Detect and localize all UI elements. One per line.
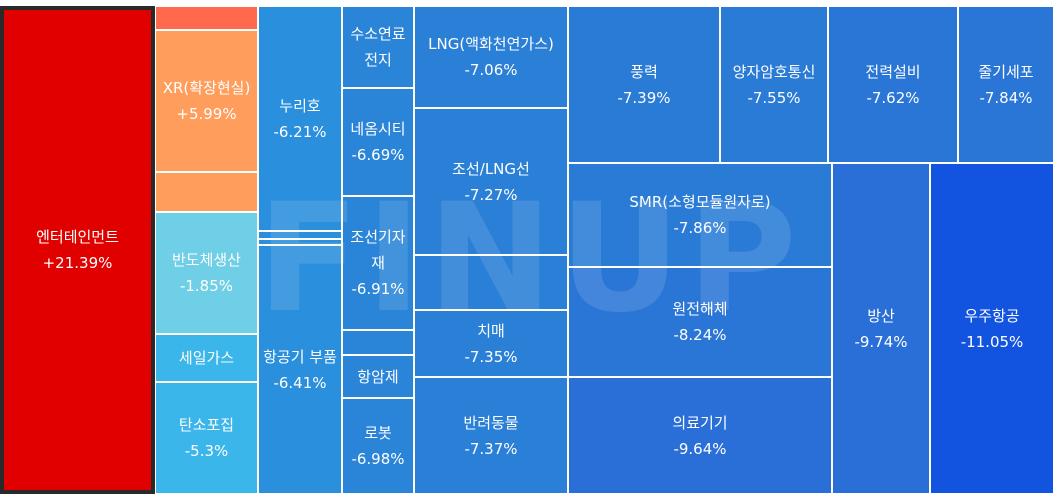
treemap-tile[interactable]: 조선/LNG선 -7.27% xyxy=(414,108,568,255)
tile-label: 세일가스 xyxy=(178,349,235,367)
tile-label: 반려동물 xyxy=(463,413,519,432)
treemap-tile[interactable]: 방산 -9.74% xyxy=(832,163,930,494)
tile-value: -7.37% xyxy=(464,439,518,458)
tile-value: -7.84% xyxy=(979,88,1033,107)
tile-label: XR(확장현실) xyxy=(162,79,251,97)
tile-label: 반도체생산 xyxy=(171,251,241,269)
tile-value: -7.62% xyxy=(866,88,920,107)
tile-value: -7.86% xyxy=(673,219,727,237)
tile-value: -5.3% xyxy=(184,442,229,460)
tile-value: -9.74% xyxy=(854,332,908,351)
tile-value: -11.05% xyxy=(960,332,1024,351)
tile-label: 수소연료전지 xyxy=(350,25,406,69)
tile-label: 탄소포집 xyxy=(178,416,235,434)
treemap-tile[interactable]: 치매 -7.35% xyxy=(414,310,568,377)
treemap-tile[interactable] xyxy=(342,330,414,355)
treemap-tile[interactable]: 누리호 -6.21% xyxy=(258,6,342,231)
tile-value: -6.98% xyxy=(351,450,405,468)
treemap-tile[interactable] xyxy=(155,172,258,212)
treemap-tile[interactable] xyxy=(258,231,342,239)
tile-value: -7.27% xyxy=(464,185,518,204)
tile-value: -7.55% xyxy=(747,88,801,107)
treemap-tile[interactable]: 의료기기 -9.64% xyxy=(568,377,832,494)
tile-label: 방산 xyxy=(867,306,895,325)
tile-value: -6.91% xyxy=(351,280,405,298)
treemap-tile[interactable] xyxy=(414,255,568,310)
tile-value: -7.39% xyxy=(617,88,671,107)
tile-label: LNG(액화천연가스) xyxy=(428,35,554,53)
tile-label: 엔터테인먼트 xyxy=(36,228,119,246)
tile-label: 항암제 xyxy=(357,367,399,386)
tile-label: 누리호 xyxy=(279,96,321,115)
treemap-tile[interactable] xyxy=(258,239,342,245)
tile-label: 전력설비 xyxy=(865,62,921,81)
tile-label: 조선/LNG선 xyxy=(452,159,530,178)
treemap-tile[interactable]: SMR(소형모듈원자로) -7.86% xyxy=(568,163,832,267)
treemap-tile[interactable]: 수소연료전지 xyxy=(342,6,414,88)
tile-value: -8.24% xyxy=(673,326,727,344)
treemap-tile[interactable] xyxy=(155,6,258,30)
tile-label: 원전해체 xyxy=(672,300,728,318)
treemap-tile[interactable]: LNG(액화천연가스) -7.06% xyxy=(414,6,568,108)
tile-value: -9.64% xyxy=(673,439,727,458)
tile-value: -7.06% xyxy=(464,61,518,79)
tile-label: 로봇 xyxy=(364,424,392,442)
tile-value: -6.41% xyxy=(273,373,327,392)
treemap-tile[interactable]: 풍력 -7.39% xyxy=(568,6,720,163)
treemap-tile[interactable]: 우주항공 -11.05% xyxy=(930,163,1054,494)
tile-value: -7.35% xyxy=(464,347,518,366)
tile-label: 줄기세포 xyxy=(978,62,1034,81)
tile-label: 양자암호통신 xyxy=(732,62,816,81)
tile-label: 치매 xyxy=(477,321,505,340)
tile-value: -1.85% xyxy=(179,277,234,295)
treemap-tile[interactable]: 항암제 xyxy=(342,355,414,398)
treemap-tile[interactable]: 조선기자재 -6.91% xyxy=(342,196,414,330)
treemap-tile[interactable]: 네옴시티 -6.69% xyxy=(342,88,414,196)
tile-value: -6.69% xyxy=(351,146,405,164)
tile-label: 풍력 xyxy=(630,62,658,81)
treemap-tile[interactable]: 로봇 -6.98% xyxy=(342,398,414,494)
treemap-tile[interactable]: 전력설비 -7.62% xyxy=(828,6,958,163)
treemap-tile[interactable]: 세일가스 xyxy=(155,334,258,382)
treemap-tile[interactable]: 원전해체 -8.24% xyxy=(568,267,832,377)
treemap-tile[interactable]: 엔터테인먼트 +21.39% xyxy=(0,6,155,494)
treemap-tile[interactable]: 탄소포집 -5.3% xyxy=(155,382,258,494)
tile-label: 조선기자재 xyxy=(350,228,406,272)
treemap-tile[interactable]: 양자암호통신 -7.55% xyxy=(720,6,828,163)
tile-value: -6.21% xyxy=(273,122,327,141)
treemap-tile[interactable]: XR(확장현실) +5.99% xyxy=(155,30,258,172)
treemap-tile[interactable]: 줄기세포 -7.84% xyxy=(958,6,1054,163)
tile-label: 항공기 부품 xyxy=(263,347,337,366)
treemap-tile[interactable]: 반도체생산 -1.85% xyxy=(155,212,258,334)
treemap-tile[interactable]: 반려동물 -7.37% xyxy=(414,377,568,494)
tile-value: +21.39% xyxy=(42,254,113,272)
tile-value: +5.99% xyxy=(176,105,237,123)
tile-label: 의료기기 xyxy=(672,413,728,432)
tile-label: 네옴시티 xyxy=(350,120,406,138)
tile-label: SMR(소형모듈원자로) xyxy=(629,193,771,211)
treemap-tile[interactable]: 항공기 부품 -6.41% xyxy=(258,245,342,494)
tile-label: 우주항공 xyxy=(964,306,1020,325)
